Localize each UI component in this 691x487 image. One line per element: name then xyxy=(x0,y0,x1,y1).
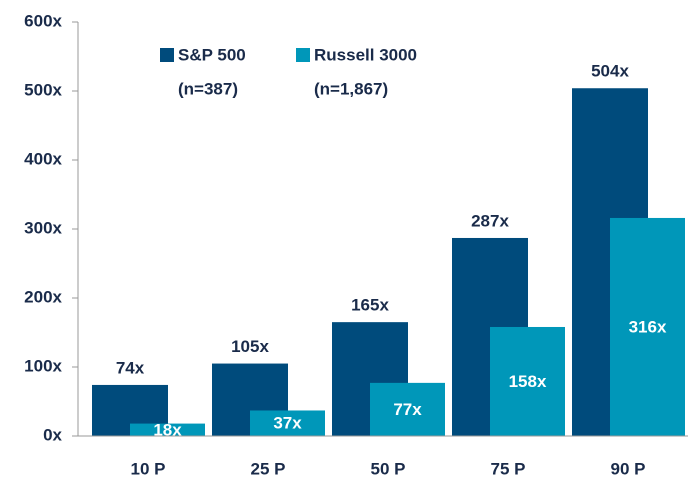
value-label: 504x xyxy=(591,62,629,81)
value-label: 165x xyxy=(351,296,389,315)
legend-label: Russell 3000 xyxy=(314,45,417,64)
bar xyxy=(130,423,205,436)
bar xyxy=(370,382,445,436)
value-label: 316x xyxy=(629,317,667,336)
value-label: 74x xyxy=(116,358,145,377)
value-label: 77x xyxy=(393,400,422,419)
bar xyxy=(610,217,685,436)
y-tick-label: 400x xyxy=(24,149,62,168)
y-tick-label: 0x xyxy=(43,425,62,444)
x-tick-label: 25 P xyxy=(251,459,286,478)
legend-sample: (n=387) xyxy=(178,79,238,98)
y-tick-label: 100x xyxy=(24,356,62,375)
x-tick-label: 10 P xyxy=(131,459,166,478)
value-label: 105x xyxy=(231,337,269,356)
legend-label: S&P 500 xyxy=(178,45,246,64)
legend-swatch xyxy=(296,48,310,62)
value-label: 37x xyxy=(273,414,302,433)
y-tick-label: 300x xyxy=(24,218,62,237)
value-label: 287x xyxy=(471,211,509,230)
bar xyxy=(490,326,565,436)
x-tick-label: 90 P xyxy=(611,459,646,478)
y-tick-label: 200x xyxy=(24,287,62,306)
x-tick-label: 75 P xyxy=(491,459,526,478)
legend-sample: (n=1,867) xyxy=(314,79,388,98)
x-tick-label: 50 P xyxy=(371,459,406,478)
value-label: 18x xyxy=(153,420,182,439)
y-tick-label: 600x xyxy=(24,11,62,30)
legend-swatch xyxy=(160,48,174,62)
value-label: 158x xyxy=(509,372,547,391)
y-tick-label: 500x xyxy=(24,80,62,99)
bar xyxy=(250,410,325,436)
